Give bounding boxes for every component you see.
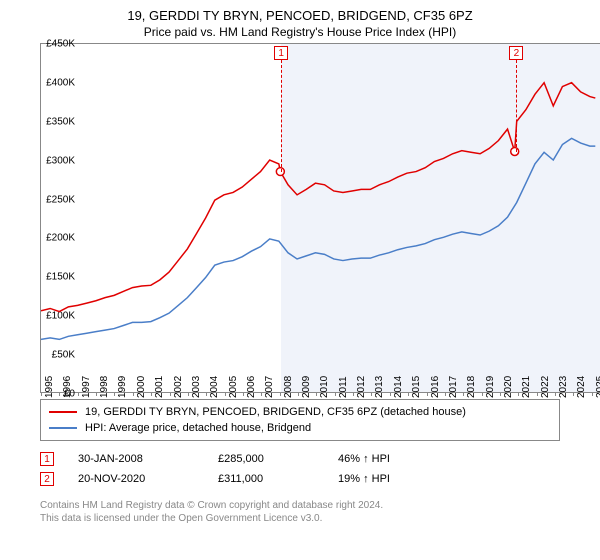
x-axis-tick [41,392,42,396]
transaction-delta: 19% ↑ HPI [338,473,560,485]
transaction-marker: 1 [274,46,288,60]
transaction-date: 20-NOV-2020 [78,473,218,485]
transaction-marker-line [281,60,282,172]
footer-line-1: Contains HM Land Registry data © Crown c… [40,499,600,512]
x-axis-tick [537,392,538,396]
x-axis-tick [188,392,189,396]
x-axis-tick [573,392,574,396]
x-axis-tick [518,392,519,396]
x-axis-tick [133,392,134,396]
series-line [41,83,595,312]
x-axis-tick [206,392,207,396]
x-axis-tick [243,392,244,396]
x-axis-tick [280,392,281,396]
transaction-date: 30-JAN-2008 [78,453,218,465]
x-axis-tick [592,392,593,396]
x-axis-tick [353,392,354,396]
x-axis-tick [170,392,171,396]
x-axis-tick [225,392,226,396]
transactions-table: 1 30-JAN-2008£285,00046% ↑ HPI 2 20-NOV-202… [40,449,560,489]
footer-attribution: Contains HM Land Registry data © Crown c… [40,499,600,525]
x-axis-tick [555,392,556,396]
x-axis-tick [151,392,152,396]
transaction-row-marker: 1 [40,452,54,466]
transaction-marker: 2 [509,46,523,60]
transaction-dot [511,148,519,156]
transaction-price: £311,000 [218,473,338,485]
footer-line-2: This data is licensed under the Open Gov… [40,512,600,525]
x-axis-tick [500,392,501,396]
transaction-price: £285,000 [218,453,338,465]
legend-row: 19, GERDDI TY BRYN, PENCOED, BRIDGEND, C… [49,404,551,420]
transaction-row-marker: 2 [40,472,54,486]
x-axis-tick [59,392,60,396]
x-axis-tick [427,392,428,396]
legend-label: 19, GERDDI TY BRYN, PENCOED, BRIDGEND, C… [85,406,466,418]
x-axis-tick [390,392,391,396]
x-axis-tick [335,392,336,396]
transaction-row: 2 20-NOV-2020£311,00019% ↑ HPI [40,469,560,489]
chart-svg [41,44,599,392]
transaction-delta: 46% ↑ HPI [338,453,560,465]
chart-title: 19, GERDDI TY BRYN, PENCOED, BRIDGEND, C… [0,0,600,23]
series-line [41,138,595,339]
legend-swatch [49,411,77,413]
transaction-row: 1 30-JAN-2008£285,00046% ↑ HPI [40,449,560,469]
legend-label: HPI: Average price, detached house, Brid… [85,422,311,434]
x-axis-tick [298,392,299,396]
x-axis-tick [114,392,115,396]
legend-swatch [49,427,77,429]
x-axis-tick [463,392,464,396]
x-axis-tick [445,392,446,396]
legend-row: HPI: Average price, detached house, Brid… [49,420,551,436]
chart-subtitle: Price paid vs. HM Land Registry's House … [0,23,600,43]
x-axis-tick [482,392,483,396]
x-axis-tick [371,392,372,396]
legend: 19, GERDDI TY BRYN, PENCOED, BRIDGEND, C… [40,399,560,441]
x-axis-tick [408,392,409,396]
x-axis-tick [316,392,317,396]
chart-plot-area: £0£50K£100K£150K£200K£250K£300K£350K£400… [40,43,600,393]
x-axis-tick [78,392,79,396]
x-axis-tick [96,392,97,396]
transaction-marker-line [516,60,517,152]
x-axis-tick [261,392,262,396]
